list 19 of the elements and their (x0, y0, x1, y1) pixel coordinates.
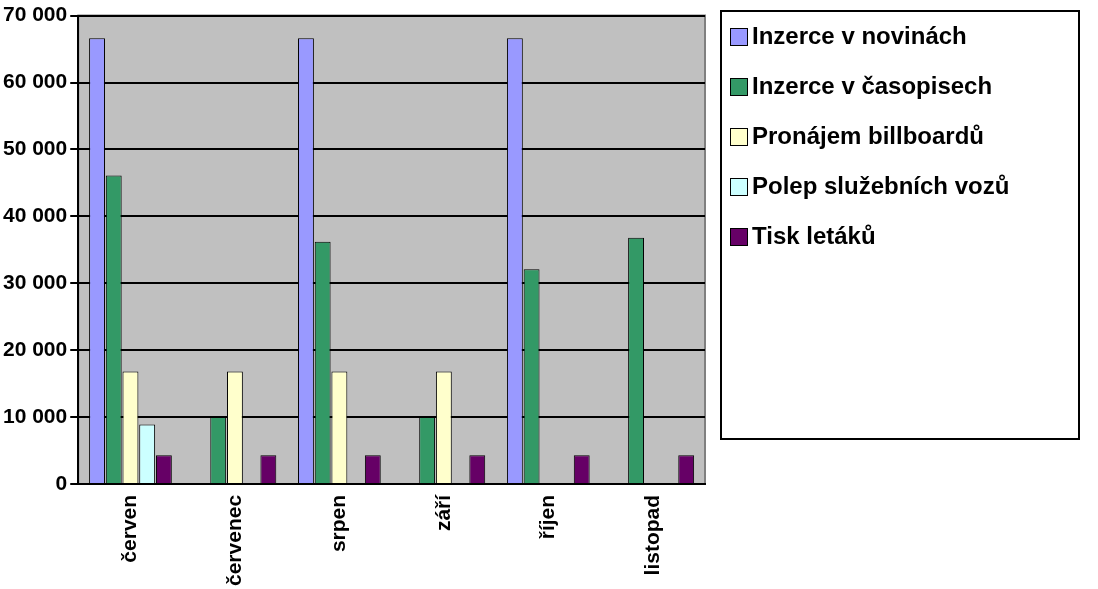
x-tick-label: září (430, 493, 454, 532)
x-tick-label: srpen (326, 494, 350, 553)
legend-label: Polep služebních vozů (752, 172, 1010, 200)
x-tick-label: říjen (535, 494, 559, 540)
legend-label: Inzerce v novinách (752, 22, 967, 50)
y-tick-label: 50 000 (3, 136, 68, 160)
y-tick-label: 30 000 (3, 270, 68, 294)
x-tick-label: listopad (639, 494, 663, 576)
y-tick-label: 20 000 (3, 336, 68, 360)
legend-label: Tisk letáků (752, 222, 876, 250)
y-tick-label: 40 000 (3, 203, 68, 227)
y-tick-label: 60 000 (3, 69, 68, 93)
y-tick-label: 70 000 (3, 2, 68, 26)
y-tick-label: 10 000 (3, 403, 68, 427)
legend-label: Inzerce v časopisech (752, 72, 993, 100)
y-tick-label: 0 (55, 470, 68, 494)
legend-label: Pronájem billboardů (752, 122, 985, 150)
x-tick-label: červenec (221, 494, 245, 586)
x-tick-label: červen (117, 494, 141, 563)
